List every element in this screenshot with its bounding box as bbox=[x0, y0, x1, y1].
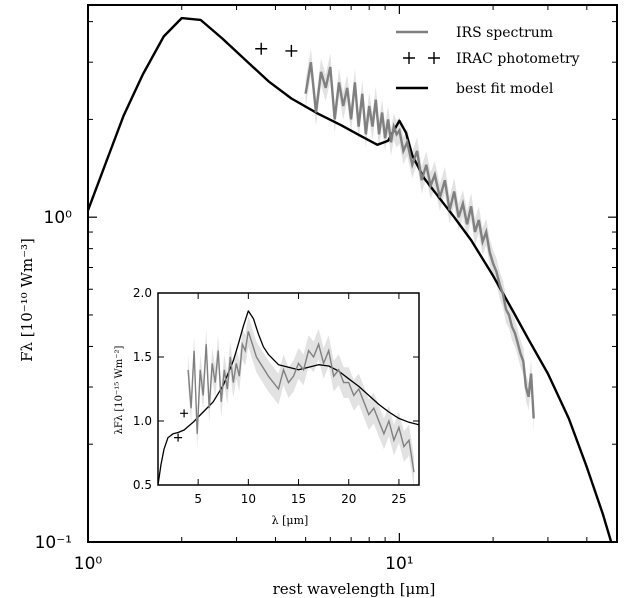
inset-tick-labels: 5 10 15 20 25 0.5 1.0 1.5 2.0 bbox=[133, 286, 407, 506]
inset-y-axis-label: λFλ [10⁻¹⁵ Wm⁻²] bbox=[114, 345, 125, 434]
main-y-tick-label: 10⁻¹ bbox=[35, 533, 72, 553]
main-plot-frame bbox=[87, 4, 618, 543]
inset-x-axis-label: λ [μm] bbox=[272, 514, 309, 527]
inset-series-irs bbox=[187, 331, 415, 473]
legend-label-irac: IRAC photometry bbox=[456, 51, 580, 67]
legend-swatch-irac bbox=[403, 52, 440, 64]
inset-y-tick-label: 0.5 bbox=[133, 478, 152, 492]
inset-x-tick-label: 10 bbox=[241, 492, 256, 506]
main-y-tick-label: 10⁰ bbox=[44, 208, 73, 228]
main-series-layer bbox=[88, 16, 613, 542]
inset-plot: 5 10 15 20 25 0.5 1.0 1.5 2.0 λ [μm] λFλ [10⁻¹⁵ … bbox=[114, 286, 420, 527]
inset-axis-ticks bbox=[158, 292, 419, 486]
inset-series-model bbox=[158, 310, 419, 485]
main-x-tick-label: 10¹ bbox=[385, 554, 413, 574]
legend-label-irs: IRS spectrum bbox=[456, 25, 553, 41]
inset-x-tick-label: 5 bbox=[194, 492, 202, 506]
legend-label-model: best fit model bbox=[456, 81, 554, 97]
inset-x-tick-label: 20 bbox=[341, 492, 356, 506]
inset-irac-point bbox=[174, 433, 183, 442]
main-x-axis-label: rest wavelength [μm] bbox=[273, 580, 436, 598]
inset-series-layer bbox=[158, 310, 419, 485]
inset-uncertainty-band bbox=[188, 316, 414, 485]
inset-y-tick-label: 1.5 bbox=[133, 350, 152, 364]
main-x-tick-label: 10⁰ bbox=[74, 554, 103, 574]
legend: IRS spectrum IRAC photometry best fit mo… bbox=[396, 25, 580, 97]
main-irac-point bbox=[285, 44, 298, 57]
inset-x-tick-label: 15 bbox=[291, 492, 306, 506]
inset-y-tick-label: 1.0 bbox=[133, 414, 152, 428]
inset-x-tick-label: 25 bbox=[391, 492, 406, 506]
inset-y-tick-label: 2.0 bbox=[133, 286, 152, 300]
inset-marker-layer bbox=[174, 409, 189, 442]
inset-irs-error-band bbox=[188, 316, 414, 485]
main-series-irs bbox=[304, 62, 535, 419]
main-y-axis-label: Fλ [10⁻¹⁰ Wm⁻³] bbox=[18, 238, 36, 362]
main-marker-layer bbox=[255, 42, 298, 57]
main-axis-ticks bbox=[87, 5, 618, 543]
main-irac-point bbox=[255, 42, 268, 55]
inset-irac-point bbox=[180, 409, 189, 418]
inset-plot-frame bbox=[157, 292, 420, 486]
